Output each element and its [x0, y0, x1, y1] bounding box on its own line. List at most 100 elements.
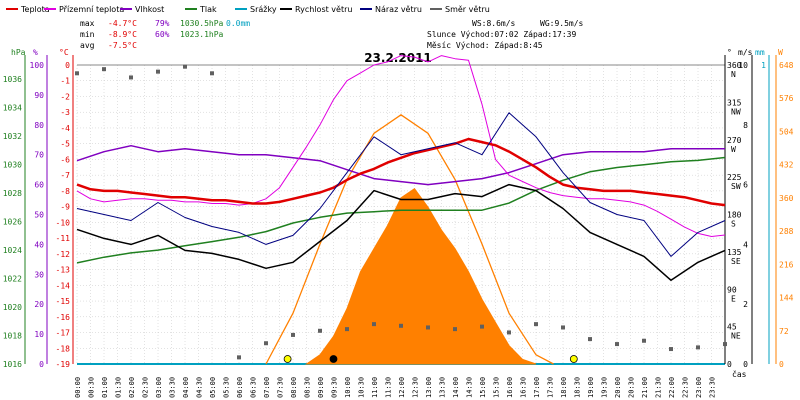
x-tick-label: 04:00 [182, 377, 190, 398]
axis-tick-label: 60 [34, 181, 44, 190]
axis-tick-label: 216 [779, 260, 794, 269]
axis-tick-label: 1034 [3, 104, 22, 113]
axis-tick-label: -8 [60, 187, 70, 196]
axis-tick-label: 1028 [3, 189, 22, 198]
axis-tick-label: -19 [56, 360, 71, 369]
axis-tick-label: -7 [60, 171, 70, 180]
stat-moon: Měsíc Východ: Západ:8:45 [427, 41, 543, 50]
series-line-náraz-větru [76, 112, 726, 257]
series-line-tlak [76, 156, 726, 264]
x-tick-label: 17:00 [533, 377, 541, 398]
wind-direction-point [183, 64, 187, 69]
legend-label: Teplota [20, 5, 50, 14]
wind-direction-point [399, 323, 403, 328]
legend-label: Směr větru [445, 5, 490, 14]
x-tick-label: 03:30 [169, 377, 177, 398]
axis-tick-label: -12 [56, 250, 71, 259]
x-tick-label: 05:30 [223, 377, 231, 398]
axis-tick-label: 1 [761, 61, 766, 70]
axis-tick-label: 0 [727, 360, 732, 369]
axis-tick-label: NE [731, 332, 741, 341]
x-tick-label: 02:00 [128, 377, 136, 398]
x-tick-label: 07:30 [277, 377, 285, 398]
axis-tick-label: 432 [779, 161, 794, 170]
x-tick-label: 09:30 [331, 377, 339, 398]
axis-tick-label: -9 [60, 203, 70, 212]
axis-tick-label: 1016 [3, 360, 22, 369]
wind-direction-point [129, 75, 133, 80]
axis-tick-label: -3 [60, 108, 70, 117]
wind-direction-point [588, 337, 592, 342]
x-tick-label: 11:00 [371, 377, 379, 398]
axis-tick-label: -13 [56, 266, 71, 275]
axis-unit-label: % [33, 48, 38, 57]
axis-unit-label: hPa [11, 48, 26, 57]
axis-tick-label: 0 [779, 360, 784, 369]
wind-direction-point [291, 332, 295, 337]
x-tick-label: 15:00 [479, 377, 487, 398]
x-tick-label: 18:30 [574, 377, 582, 398]
stat-ws: WS:8.6m/s [472, 19, 516, 28]
stat-min-press: 1023.1hPa [180, 30, 224, 39]
axis-tick-label: -4 [60, 124, 70, 133]
stat-min-hum: 60% [155, 30, 170, 39]
wind-direction-point [723, 342, 727, 347]
axis-tick-label: 1020 [3, 303, 22, 312]
event-marker [329, 355, 338, 363]
x-tick-label: 10:00 [344, 377, 352, 398]
axis-tick-label: 80 [34, 121, 44, 130]
x-tick-label: 22:00 [668, 377, 676, 398]
x-tick-label: 02:30 [142, 377, 150, 398]
x-tick-label: 01:00 [101, 377, 109, 398]
axis-tick-label: 504 [779, 127, 794, 136]
x-tick-label: 17:30 [547, 377, 555, 398]
axis-tick-label: W [731, 145, 736, 154]
axis-tick-label: 8 [743, 121, 748, 130]
axis-tick-label: 1024 [3, 246, 22, 255]
x-tick-label: 10:30 [358, 377, 366, 398]
axis-unit-label: W [778, 48, 783, 57]
stat-avg-temp: -7.5°C [108, 41, 137, 50]
axis-tick-label: 360 [779, 194, 794, 203]
x-tick-label: 23:30 [709, 377, 717, 398]
wind-direction-point [507, 330, 511, 335]
x-tick-label: 13:30 [439, 377, 447, 398]
x-tick-label: 07:00 [263, 377, 271, 398]
axis-tick-label: -16 [56, 313, 71, 322]
axis-tick-label: N [731, 70, 736, 79]
series-line-slunce [265, 114, 554, 365]
axis-tick-label: 1022 [3, 275, 22, 284]
x-tick-label: 18:00 [560, 377, 568, 398]
axis-unit-label: m/s [738, 48, 753, 57]
axis-tick-label: 288 [779, 227, 794, 236]
wind-direction-point [615, 342, 619, 347]
axis-tick-label: 0 [65, 61, 70, 70]
stat-max-label: max [80, 19, 95, 28]
axis-tick-label: 90 [727, 285, 737, 294]
x-tick-label: 14:30 [466, 377, 474, 398]
axis-tick-label: 144 [779, 294, 794, 303]
axis-tick-label: 6 [743, 181, 748, 190]
wind-direction-point [264, 341, 268, 346]
axis-tick-label: 70 [34, 151, 44, 160]
x-tick-label: 16:30 [520, 377, 528, 398]
stat-sun: Slunce Východ:07:02 Západ:17:39 [427, 30, 576, 39]
legend-label: Vlhkost [135, 5, 164, 14]
x-tick-label: 15:30 [493, 377, 501, 398]
event-marker [283, 355, 292, 363]
x-tick-label: 19:30 [601, 377, 609, 398]
legend-label: Přízemní teplota [59, 5, 124, 14]
axes: hPa1036103410321030102810261024102210201… [3, 48, 794, 398]
axis-tick-label: 1018 [3, 332, 22, 341]
axis-tick-label: 0 [39, 360, 44, 369]
x-tick-label: 16:00 [506, 377, 514, 398]
series-line-rychlost-větru [76, 183, 726, 282]
axis-tick-label: -15 [56, 297, 71, 306]
x-tick-label: 12:00 [398, 377, 406, 398]
wind-direction-point [642, 338, 646, 343]
axis-tick-label: 315 [727, 98, 742, 107]
axis-tick-label: 225 [727, 173, 742, 182]
axis-tick-label: 648 [779, 61, 794, 70]
axis-tick-label: 1032 [3, 132, 22, 141]
